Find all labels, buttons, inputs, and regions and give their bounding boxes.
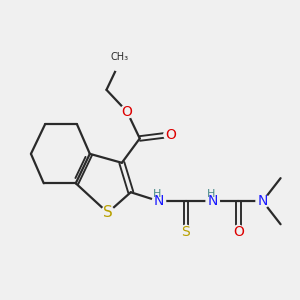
Text: S: S bbox=[103, 205, 112, 220]
Circle shape bbox=[120, 105, 134, 118]
Circle shape bbox=[164, 128, 177, 141]
Text: H: H bbox=[207, 188, 216, 199]
Circle shape bbox=[206, 195, 219, 208]
Text: H: H bbox=[153, 188, 161, 199]
Circle shape bbox=[179, 225, 193, 239]
Text: O: O bbox=[233, 225, 244, 239]
Circle shape bbox=[111, 55, 128, 71]
Text: O: O bbox=[165, 128, 176, 142]
Circle shape bbox=[232, 225, 245, 239]
Text: N: N bbox=[257, 194, 268, 208]
Text: S: S bbox=[182, 225, 190, 239]
Circle shape bbox=[101, 206, 114, 219]
Text: N: N bbox=[154, 194, 164, 208]
Circle shape bbox=[256, 195, 269, 208]
Text: N: N bbox=[208, 194, 218, 208]
Text: O: O bbox=[122, 105, 132, 118]
Text: CH₃: CH₃ bbox=[110, 52, 128, 62]
Circle shape bbox=[152, 195, 166, 208]
